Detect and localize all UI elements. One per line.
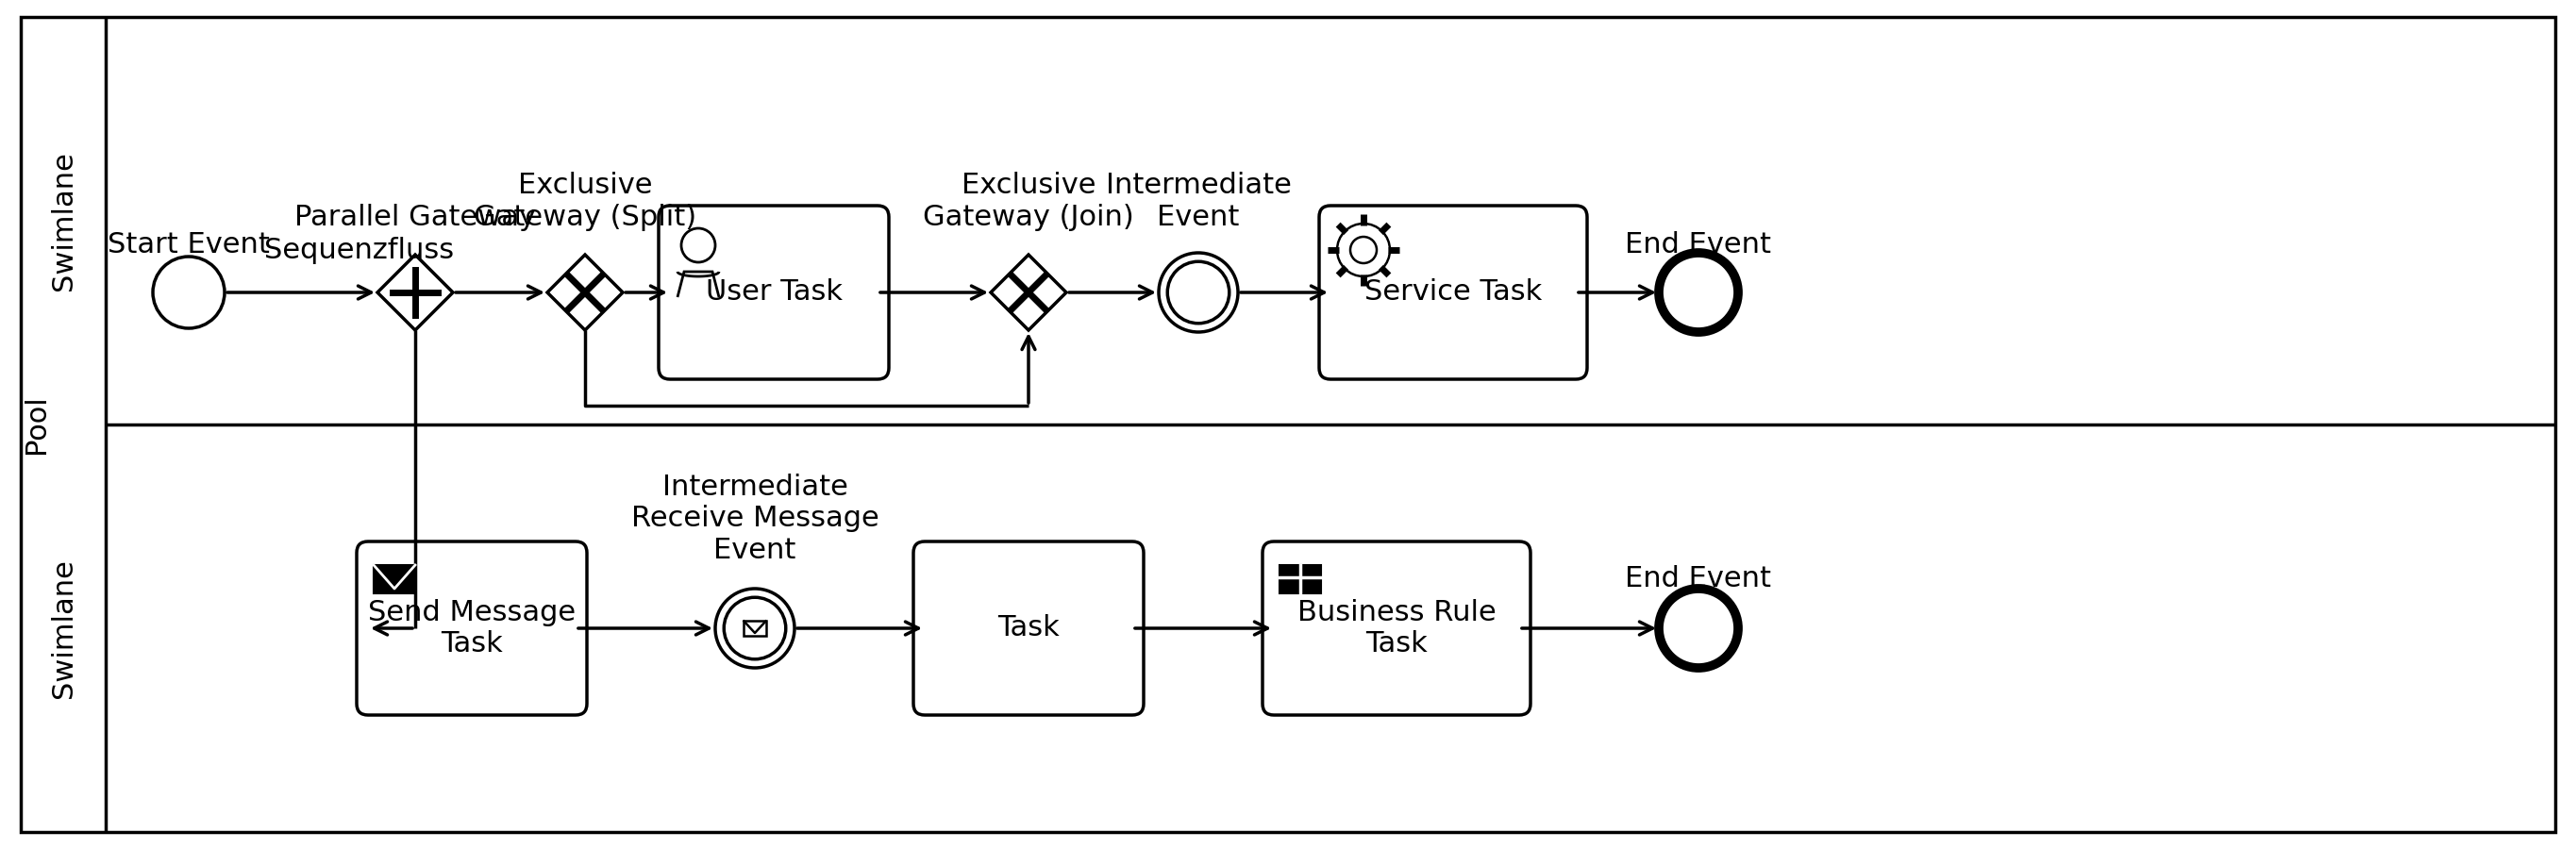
Text: Start Event: Start Event	[108, 232, 270, 259]
FancyBboxPatch shape	[1280, 565, 1321, 593]
Text: Sequenzfluss: Sequenzfluss	[265, 237, 453, 264]
Text: Intermediate
Receive Message
Event: Intermediate Receive Message Event	[631, 474, 878, 564]
Text: Exclusive
Gateway (Join): Exclusive Gateway (Join)	[922, 172, 1133, 231]
Circle shape	[152, 256, 224, 329]
Text: Pool: Pool	[23, 395, 49, 454]
Text: Swimlane: Swimlane	[52, 151, 77, 290]
Circle shape	[716, 588, 793, 668]
Text: User Task: User Task	[706, 278, 842, 306]
Text: Send Message
Task: Send Message Task	[368, 599, 574, 658]
Polygon shape	[379, 255, 453, 330]
Text: Service Task: Service Task	[1365, 278, 1543, 306]
Text: Business Rule
Task: Business Rule Task	[1298, 599, 1497, 658]
Circle shape	[1337, 223, 1391, 277]
Circle shape	[1350, 237, 1376, 263]
Text: Swimlane: Swimlane	[52, 559, 77, 698]
Polygon shape	[992, 255, 1066, 330]
FancyBboxPatch shape	[1262, 542, 1530, 715]
FancyBboxPatch shape	[355, 542, 587, 715]
Text: Intermediate
Event: Intermediate Event	[1105, 172, 1291, 231]
Circle shape	[680, 228, 716, 262]
Circle shape	[1159, 253, 1239, 332]
Text: Task: Task	[997, 615, 1059, 642]
Circle shape	[724, 598, 786, 659]
FancyBboxPatch shape	[914, 542, 1144, 715]
Text: Exclusive
Gateway (Split): Exclusive Gateway (Split)	[474, 172, 696, 231]
Polygon shape	[546, 255, 623, 330]
FancyBboxPatch shape	[1319, 205, 1587, 380]
Text: End Event: End Event	[1625, 565, 1772, 593]
FancyBboxPatch shape	[21, 17, 2555, 832]
FancyBboxPatch shape	[659, 205, 889, 380]
Circle shape	[1659, 253, 1739, 332]
FancyBboxPatch shape	[744, 621, 765, 635]
Circle shape	[1659, 588, 1739, 668]
Circle shape	[1167, 261, 1229, 323]
Text: Parallel Gateway: Parallel Gateway	[294, 204, 536, 231]
FancyBboxPatch shape	[374, 565, 415, 593]
Text: End Event: End Event	[1625, 232, 1772, 259]
